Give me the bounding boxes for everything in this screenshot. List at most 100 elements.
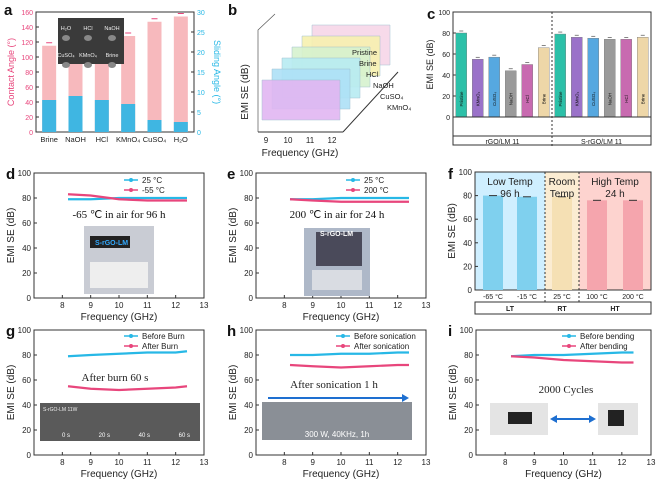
series-line-2 (510, 355, 634, 364)
y-tick-label: 80 (244, 351, 253, 360)
x-axis-label: Frequency (GHz) (81, 469, 158, 480)
x-tick-label: 12 (393, 458, 402, 467)
x-tick-label: -15 °C (517, 293, 537, 301)
sonication-photo-strip (262, 402, 412, 440)
furnace (316, 232, 362, 266)
y-tick-label: 80 (22, 194, 31, 203)
region-box (474, 301, 652, 315)
sliding-angle-bar (147, 120, 162, 132)
x-tick-label: 10 (284, 136, 293, 145)
y-axis-label: EMI SE (dB) (228, 208, 239, 264)
y-tick-label: 20 (244, 426, 253, 435)
y-tick-label: 100 (459, 168, 473, 177)
series-label: Pristine (352, 48, 377, 57)
y-axis-label: EMI SE (dB) (447, 203, 458, 259)
bar-label: Brine (640, 93, 645, 104)
x-tick-label: 10 (337, 458, 346, 467)
legend-marker (341, 334, 345, 338)
category-box (452, 116, 652, 146)
panel-label-a: a (4, 2, 13, 19)
y-tick-label: 60 (244, 376, 253, 385)
y-tick-label: 40 (442, 73, 450, 80)
y-tick-label: 0 (446, 115, 450, 122)
x-tick-label: CuSO₄ (143, 135, 167, 144)
x-tick-label: 12 (617, 458, 626, 467)
x-tick-label: 10 (337, 301, 346, 310)
series-line-2 (67, 193, 187, 202)
legend-label: Before sonication (354, 332, 416, 341)
x-axis-label: Frequency (GHz) (303, 312, 380, 323)
sliding-angle-bar (68, 96, 83, 132)
y-axis-label: Contact Angle (°) (6, 38, 16, 106)
x-tick-label: 100 °C (586, 293, 607, 301)
series-label: Brine (359, 59, 377, 68)
y-tick-label: 40 (244, 244, 253, 253)
panel-label-d: d (6, 166, 16, 183)
y-tick-label: 80 (442, 31, 450, 38)
clamp (508, 412, 532, 424)
legend-marker (129, 188, 133, 192)
chart-c: 0 20 40 60 80 100 EMI SE (dB) Pristine KMnO₄ CuSO… (425, 10, 652, 147)
bar-label: CuSO₄ (492, 92, 497, 106)
x-tick-label: 10 (559, 458, 568, 467)
y-tick-label: 20 (463, 262, 472, 271)
bar (538, 47, 550, 118)
series-line-2 (67, 385, 188, 392)
bar (472, 59, 484, 118)
y-tick-label: 120 (21, 40, 33, 47)
legend-marker (567, 344, 571, 348)
z-axis (342, 71, 399, 133)
y2-tick-label: 30 (197, 10, 205, 17)
bar-label: HCl (624, 95, 629, 103)
x-tick-label: 12 (171, 301, 180, 310)
x-axis-label: Frequency (GHz) (303, 469, 380, 480)
y-axis-label: EMI SE (dB) (228, 365, 239, 421)
y-tick-label: 0 (249, 294, 254, 303)
y-tick-label: 20 (464, 426, 473, 435)
y2-tick-label: 10 (197, 90, 205, 97)
y-tick-label: 20 (22, 269, 31, 278)
y2-tick-label: 15 (197, 70, 205, 77)
y-tick-label: 80 (244, 194, 253, 203)
y-tick-label: 60 (463, 215, 472, 224)
y-tick-label: 20 (244, 269, 253, 278)
series-label: HCl (366, 70, 379, 79)
series-line-1 (510, 351, 634, 358)
region-subtitle: 96 h (500, 189, 519, 200)
y-tick-label: 40 (464, 401, 473, 410)
y-axis-label: EMI SE (dB) (6, 208, 17, 264)
x-axis-label: Frequency (GHz) (525, 469, 602, 480)
y-axis-label: EMI SE (dB) (448, 365, 459, 421)
y-axis-label: EMI SE (dB) (425, 39, 435, 89)
chart-d: 8 9 10 11 12 13 0 20 40 60 80 100 Frequency (GHz) EMI… (6, 169, 209, 323)
y-tick-label: 20 (442, 94, 450, 101)
bar-label: Pristine (558, 91, 563, 107)
x-tick-label: NaOH (65, 135, 86, 144)
legend-marker (129, 344, 133, 348)
arrowhead (589, 415, 596, 423)
droplet (84, 35, 92, 41)
axis-back (257, 13, 276, 132)
annotation: 2000 Cycles (539, 384, 594, 396)
sliding-angle-bar (42, 100, 57, 132)
legend-marker (341, 344, 345, 348)
y-tick-label: 100 (240, 326, 254, 335)
x-tick-label: H₂O (174, 135, 188, 144)
annotation: After sonication 1 h (290, 379, 378, 391)
y-tick-label: 100 (438, 10, 450, 17)
y2-tick-label: 20 (197, 50, 205, 57)
bar-label: NaOH (607, 93, 612, 106)
bar (552, 196, 572, 290)
chart-a: 0 20 40 60 80 100 120 140 160 0 5 10 15 20 25 30 Contact… (6, 10, 222, 144)
photo-label: 300 W, 40KHz, 1h (305, 430, 369, 439)
droplet (108, 35, 116, 41)
x-tick-label: 9 (264, 136, 269, 145)
x-tick-label: 11 (365, 301, 374, 310)
series-line-1 (290, 351, 409, 357)
chart-i: 8 9 10 11 12 13 0 20 40 60 80 100 Frequency (GHz) EMI… (448, 326, 656, 480)
photo-label: 60 s (179, 433, 190, 439)
bar-label: NaOH (508, 93, 513, 106)
bar (517, 196, 537, 290)
y-tick-label: 80 (25, 70, 33, 77)
